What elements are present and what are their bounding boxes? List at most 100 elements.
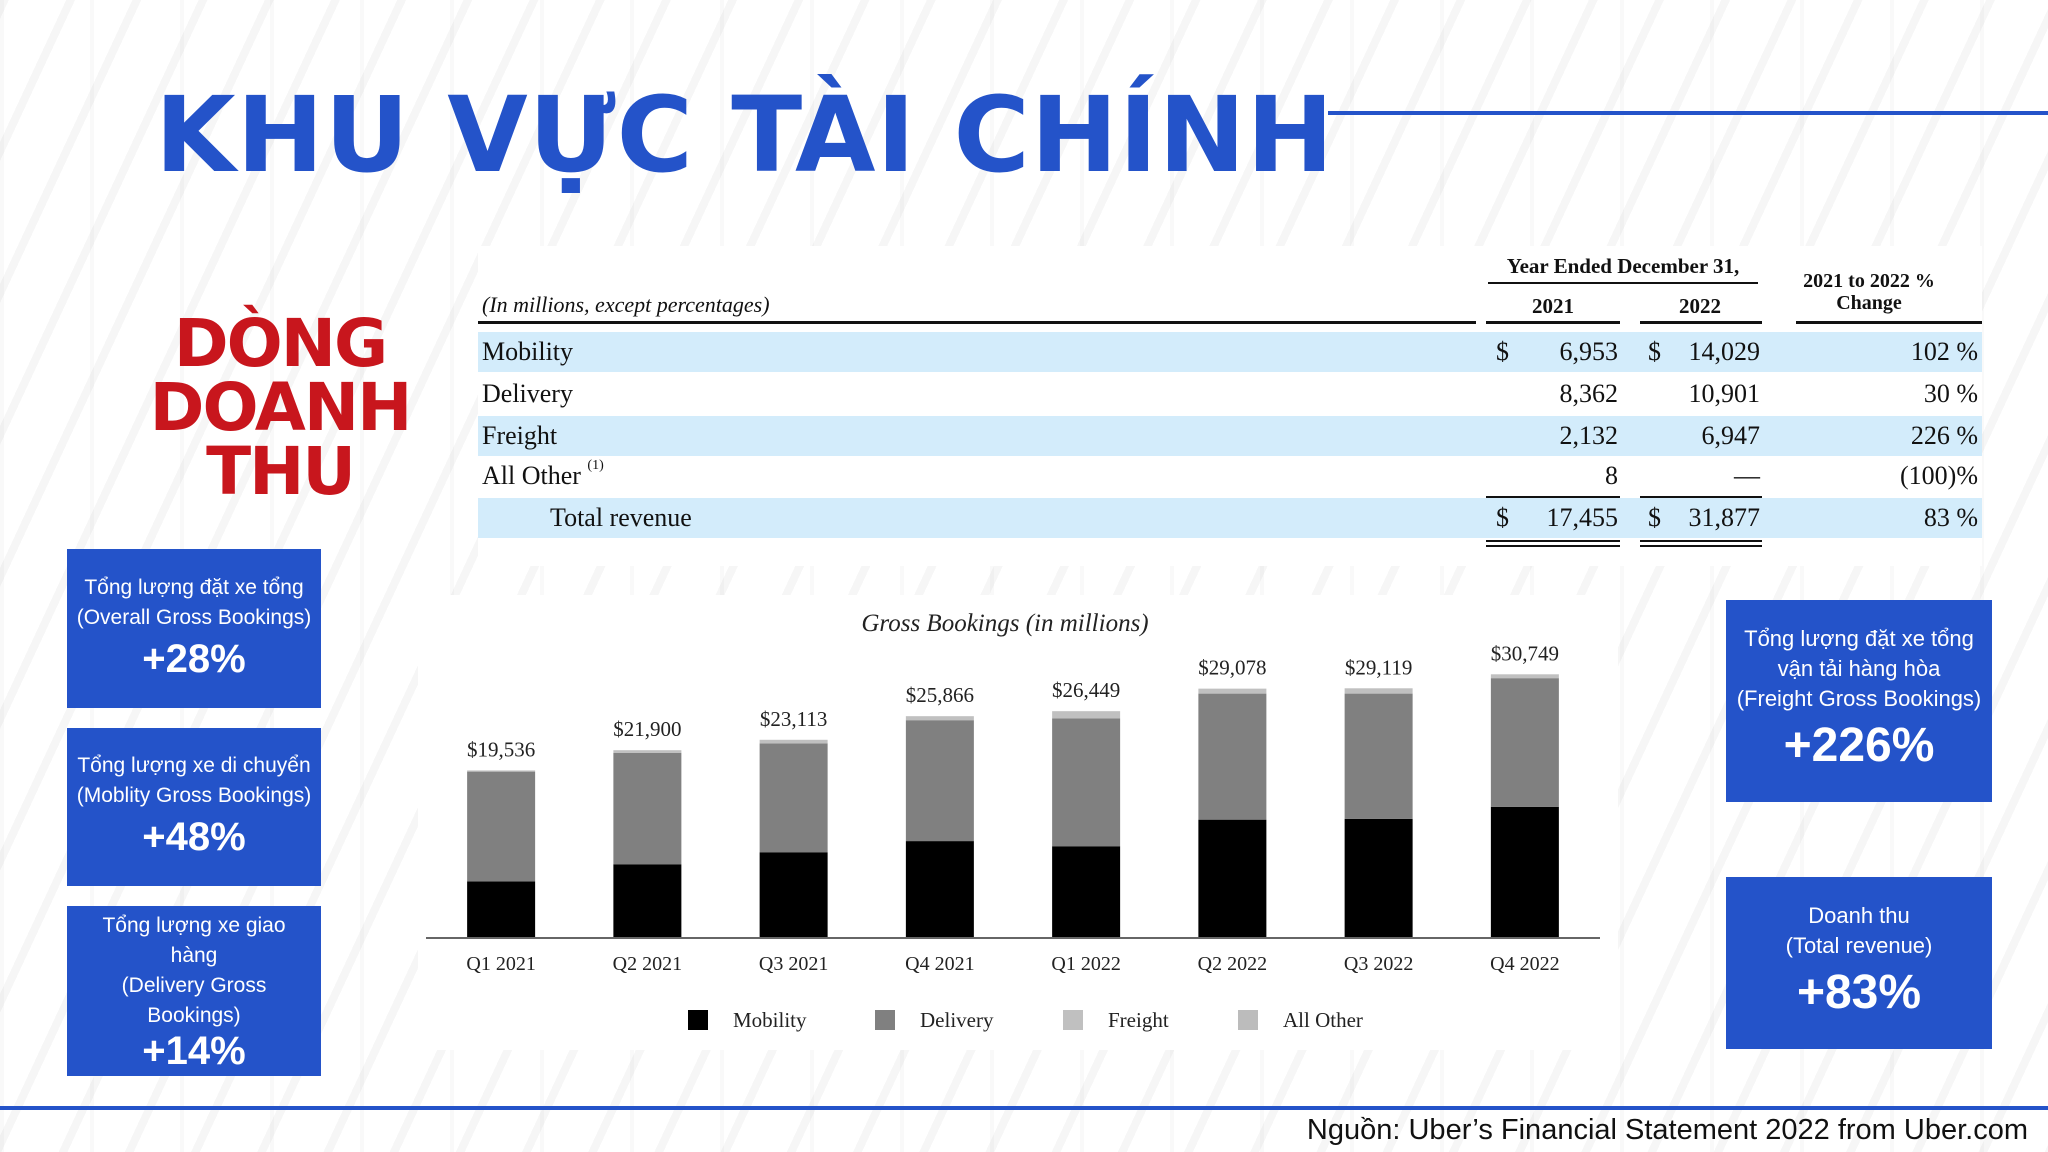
change-header-line-2: Change [1836, 292, 1902, 314]
bar-total-label: $25,866 [906, 683, 974, 707]
footer-divider-line [0, 1106, 2048, 1110]
freight-gross-bookings-label-2: vận tải hàng hòa [1777, 656, 1941, 681]
row-change: 30 % [1923, 379, 1978, 408]
legend-label-freight: Freight [1108, 1008, 1169, 1032]
bar-segment-all-other [467, 770, 536, 772]
legend-label-delivery: Delivery [920, 1008, 994, 1032]
legend-swatch-mobility [688, 1010, 708, 1030]
section-title: DÒNG DOANH THU [100, 305, 460, 505]
bar-segment-mobility [467, 881, 536, 938]
period-header: Year Ended December 31, [1506, 254, 1740, 278]
row-value-2022: 6,947 [1701, 421, 1761, 450]
x-tick-label: Q4 2021 [905, 953, 974, 975]
delivery-gross-bookings-label-4: Bookings) [147, 1004, 241, 1027]
gross-bookings-chart: Gross Bookings (in millions) $19,536 Q1 20… [418, 595, 1618, 1050]
bar-segment-delivery [467, 771, 536, 882]
bar-total-label: $23,113 [760, 707, 827, 731]
delivery-gross-bookings-label-1: Tổng lượng xe giao [102, 914, 286, 937]
row-value-2021: 6,953 [1559, 337, 1619, 366]
section-title-line-1: DÒNG [173, 305, 388, 382]
mobility-gross-bookings-value: +48% [142, 815, 246, 859]
gross-bookings-chart-svg: Gross Bookings (in millions) $19,536 Q1 20… [426, 610, 1600, 1032]
mobility-gross-bookings-box: Tổng lượng xe di chuyển (Moblity Gross B… [67, 728, 321, 886]
x-tick-label: Q3 2021 [759, 953, 828, 975]
overall-gross-bookings-box: Tổng lượng đặt xe tổng (Overall Gross Bo… [67, 549, 321, 708]
legend-swatch-delivery [875, 1010, 895, 1030]
overall-gross-bookings-label-1: Tổng lượng đặt xe tổng [84, 575, 304, 599]
bar-segment-mobility [905, 841, 974, 938]
change-header: 2021 to 2022 % Change [1798, 270, 1940, 314]
bar-segment-delivery [1344, 693, 1413, 819]
bar-segment-delivery [759, 743, 828, 853]
total-revenue-label-1: Doanh thu [1808, 903, 1910, 928]
bar-segment-mobility [1490, 806, 1559, 938]
table-row: Freight 2,132 6,947 226 % [478, 416, 1982, 456]
footnote-marker: (1) [587, 458, 604, 473]
mobility-gross-bookings-label-1: Tổng lượng xe di chuyển [77, 754, 311, 777]
table-row: Delivery 8,362 10,901 30 % [478, 374, 1982, 414]
column-header-2021: 2021 [1532, 294, 1574, 318]
row-value-2022: 14,029 [1688, 337, 1761, 366]
header-rule-2021 [1486, 321, 1620, 324]
total-double-rule-2022-a [1640, 540, 1762, 542]
bar-segment-freight [1198, 688, 1267, 694]
header-rule-label [478, 321, 1476, 324]
row-currency-2022: $ [1648, 503, 1661, 532]
row-value-2021: 17,455 [1546, 503, 1619, 532]
mobility-gross-bookings-label-2: (Moblity Gross Bookings) [76, 784, 312, 807]
header-rule-2022 [1640, 321, 1762, 324]
bar-segment-freight [759, 739, 828, 744]
delivery-gross-bookings-value: +14% [142, 1029, 246, 1073]
total-revenue-box: Doanh thu (Total revenue) +83% [1726, 877, 1992, 1049]
table-row-total: Total revenue $ 17,455 $ 31,877 83 % [478, 498, 1982, 538]
row-value-2022: 10,901 [1688, 379, 1761, 408]
units-label: (In millions, except percentages) [482, 292, 770, 317]
page-title: KHU VỰC TÀI CHÍNH [155, 74, 1335, 196]
legend-swatch-freight [1063, 1010, 1083, 1030]
bar-total-label: $21,900 [613, 717, 681, 741]
row-label: Delivery [482, 379, 573, 408]
delivery-gross-bookings-box: Tổng lượng xe giao hàng (Delivery Gross … [67, 906, 321, 1076]
row-label: Total revenue [550, 503, 692, 532]
bar-segment-mobility [759, 852, 828, 938]
total-double-rule-2021-b [1486, 545, 1620, 547]
table-row: All Other (1) 8 — (100)% [478, 456, 1982, 496]
delivery-gross-bookings-label-3: (Delivery Gross [121, 974, 267, 997]
freight-gross-bookings-label-3: (Freight Gross Bookings) [1736, 686, 1982, 711]
bar-segment-delivery [613, 752, 682, 865]
bar-segment-freight [1490, 674, 1559, 679]
row-value-2021: 8,362 [1559, 379, 1619, 408]
legend-label-all-other: All Other [1283, 1008, 1363, 1032]
row-change: (100)% [1900, 461, 1978, 490]
legend-swatch-all-other [1238, 1010, 1258, 1030]
total-double-rule-2022-b [1640, 545, 1762, 547]
section-title-line-2: DOANH [149, 369, 413, 446]
bar-segment-mobility [1198, 819, 1267, 938]
chart-title: Gross Bookings (in millions) [861, 610, 1148, 637]
row-value-2021: 2,132 [1559, 421, 1619, 450]
x-tick-label: Q2 2021 [613, 953, 682, 975]
delivery-gross-bookings-label-2: hàng [170, 944, 218, 967]
row-currency-2022: $ [1648, 337, 1661, 366]
freight-gross-bookings-label-1: Tổng lượng đặt xe tổng [1744, 626, 1974, 651]
bar-segment-freight [1344, 688, 1413, 694]
bar-segment-mobility [613, 864, 682, 938]
bar-total-label: $19,536 [467, 737, 535, 761]
row-change: 83 % [1923, 503, 1978, 532]
row-value-2022: — [1734, 461, 1760, 490]
row-change: 102 % [1910, 337, 1978, 366]
x-tick-label: Q1 2022 [1051, 953, 1120, 975]
bar-segment-delivery [1490, 678, 1559, 807]
row-change: 226 % [1910, 421, 1978, 450]
bar-segment-delivery [1052, 718, 1121, 847]
table-row: Mobility $ 6,953 $ 14,029 102 % [478, 332, 1982, 372]
bar-segment-delivery [1198, 693, 1267, 820]
row-value-2021: 8 [1605, 461, 1618, 490]
x-tick-label: Q4 2022 [1490, 953, 1559, 975]
row-currency-2021: $ [1496, 337, 1509, 366]
freight-gross-bookings-box: Tổng lượng đặt xe tổng vận tải hàng hòa … [1726, 600, 1992, 802]
row-label: All Other (1) [482, 456, 604, 496]
revenue-table: Year Ended December 31, 2021 to 2022 % C… [478, 246, 1982, 566]
x-tick-label: Q1 2021 [466, 953, 535, 975]
total-double-rule-2021-a [1486, 540, 1620, 542]
